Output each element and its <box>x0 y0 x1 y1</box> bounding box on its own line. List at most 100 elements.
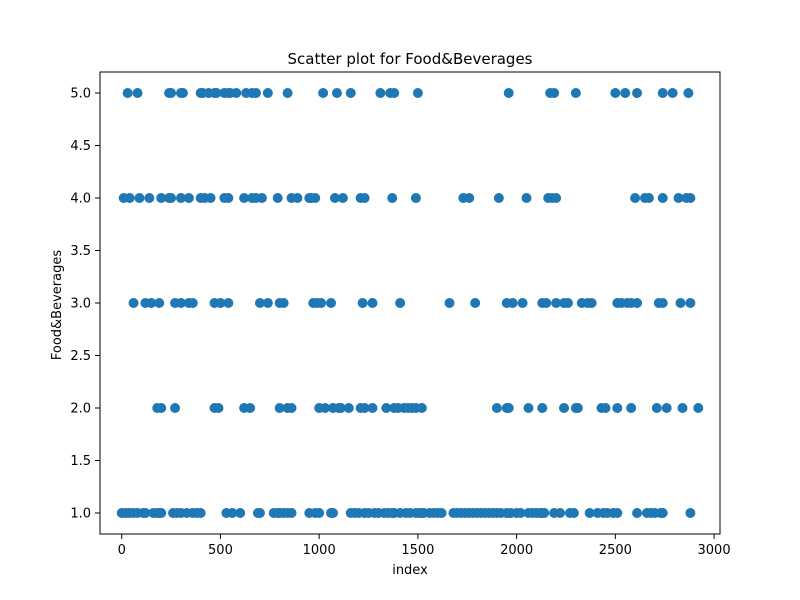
data-point <box>345 88 356 98</box>
data-point <box>541 298 552 308</box>
data-point <box>632 298 643 308</box>
data-point <box>282 88 293 98</box>
y-axis-label: Food&Beverages <box>50 250 65 360</box>
data-point <box>410 193 421 203</box>
data-point <box>685 508 696 518</box>
data-point <box>262 88 273 98</box>
data-point <box>521 193 532 203</box>
data-point <box>359 403 370 413</box>
data-point <box>256 193 267 203</box>
data-point <box>254 298 265 308</box>
data-point <box>274 403 285 413</box>
data-point <box>144 193 155 203</box>
data-point <box>657 193 668 203</box>
data-point <box>610 88 621 98</box>
data-point <box>175 298 186 308</box>
data-point <box>493 193 504 203</box>
data-point <box>436 508 447 518</box>
data-point <box>128 298 139 308</box>
data-point <box>549 88 560 98</box>
data-point <box>657 298 668 308</box>
x-tick-label: 3000 <box>698 543 731 558</box>
data-point <box>175 193 186 203</box>
data-point <box>211 88 222 98</box>
data-point <box>517 298 528 308</box>
y-tick-label: 4.0 <box>70 192 91 207</box>
data-point <box>673 193 684 203</box>
data-point <box>316 298 327 308</box>
data-point <box>661 403 672 413</box>
data-point <box>327 508 338 518</box>
data-point <box>491 403 502 413</box>
data-point <box>239 193 250 203</box>
data-point <box>320 403 331 413</box>
data-point <box>600 403 611 413</box>
data-point <box>503 403 514 413</box>
y-axis: 1.0 1.5 2.0 2.5 3.0 3.5 4.0 4.5 5.0 <box>70 87 100 522</box>
data-point <box>412 88 423 98</box>
data-point <box>278 298 289 308</box>
y-tick-label: 2.0 <box>70 402 91 417</box>
data-point <box>166 88 177 98</box>
data-point <box>329 193 340 203</box>
data-point <box>626 403 637 413</box>
data-point <box>245 403 256 413</box>
y-tick-label: 1.0 <box>70 507 91 522</box>
data-point <box>331 88 342 98</box>
data-point <box>286 403 297 413</box>
x-tick-label: 0 <box>118 543 126 558</box>
data-point <box>381 403 392 413</box>
data-point <box>154 298 165 308</box>
data-point <box>584 508 595 518</box>
y-tick-label: 5.0 <box>70 87 91 102</box>
data-point <box>223 298 234 308</box>
x-tick-label: 1000 <box>303 543 336 558</box>
data-point <box>132 88 143 98</box>
data-point <box>612 403 623 413</box>
data-point <box>156 193 167 203</box>
data-point <box>651 403 662 413</box>
data-point <box>470 298 481 308</box>
data-point <box>367 403 378 413</box>
data-point <box>250 88 261 98</box>
data-point <box>693 403 704 413</box>
data-point <box>134 193 145 203</box>
data-point <box>537 403 548 413</box>
data-point <box>551 298 562 308</box>
data-point <box>177 88 188 98</box>
data-point <box>318 88 329 98</box>
data-point <box>632 88 643 98</box>
data-point <box>387 193 398 203</box>
data-point <box>464 193 475 203</box>
data-point <box>643 193 654 203</box>
data-point <box>523 403 534 413</box>
data-point <box>195 508 206 518</box>
x-axis: 0 500 1000 1500 2000 2500 3000 <box>118 534 731 558</box>
x-tick-label: 1500 <box>401 543 434 558</box>
data-point <box>416 403 427 413</box>
data-point <box>586 298 597 308</box>
data-point <box>231 88 242 98</box>
data-point <box>503 88 514 98</box>
data-point <box>187 298 198 308</box>
data-point <box>685 298 696 308</box>
data-point <box>343 403 354 413</box>
data-point <box>630 193 641 203</box>
y-tick-label: 2.5 <box>70 349 91 364</box>
data-point <box>124 193 135 203</box>
data-point <box>140 508 151 518</box>
data-point <box>367 298 378 308</box>
x-axis-label: index <box>392 563 428 578</box>
chart-title: Scatter plot for Food&Beverages <box>287 50 532 68</box>
data-point <box>562 298 573 308</box>
data-point <box>122 88 133 98</box>
x-tick-label: 500 <box>208 543 233 558</box>
data-point <box>335 403 346 413</box>
data-point <box>395 298 406 308</box>
x-tick-label: 2000 <box>500 543 533 558</box>
data-point <box>170 403 181 413</box>
data-point <box>215 298 226 308</box>
data-point <box>272 193 283 203</box>
data-point <box>685 193 696 203</box>
